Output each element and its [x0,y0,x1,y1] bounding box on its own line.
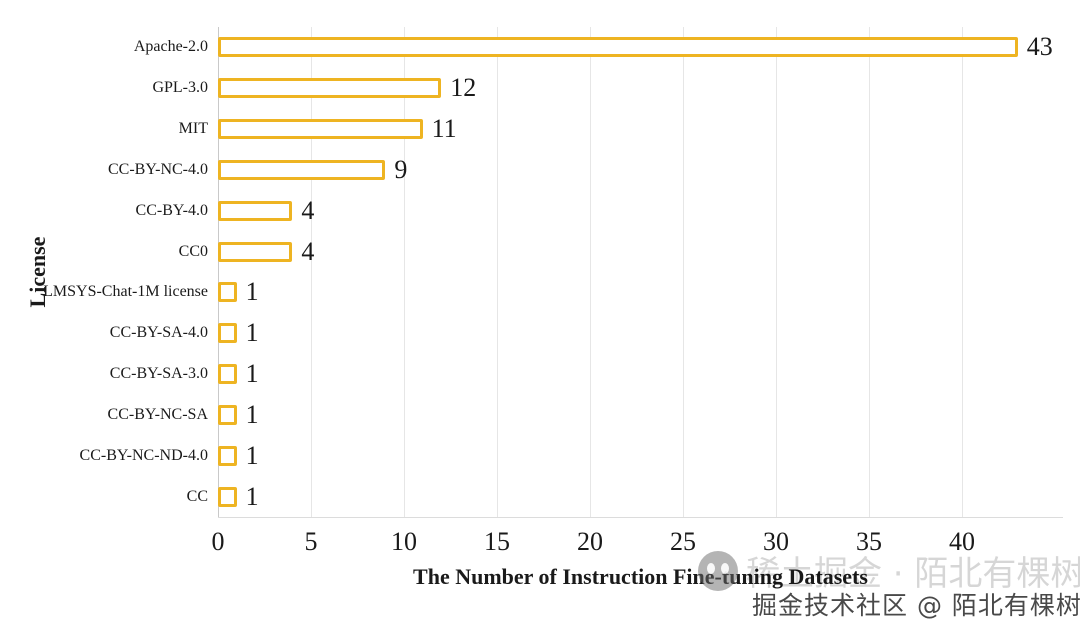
value-label: 43 [1026,32,1053,62]
gridline [311,27,312,517]
x-axis-ticks: 0 5 10 15 20 25 30 35 40 [212,527,1063,558]
bar [218,323,237,344]
category-label: CC0 [178,242,208,260]
bar-row: CC-BY-4.0 4 [136,190,1063,231]
x-tick-label: 25 [670,527,696,556]
category-label: Apache-2.0 [133,38,208,56]
bar-row: CC-BY-NC-SA 1 [108,394,1063,435]
bar-row: LMSYS-Chat-1M license 1 [43,272,1063,313]
bar [218,282,237,303]
bar-row: CC-BY-SA-4.0 1 [110,313,1063,354]
x-tick-label: 5 [304,527,318,556]
bar-row: Apache-2.0 43 [134,27,1063,68]
value-label: 1 [245,318,259,348]
bar-rows: Apache-2.0 43 GPL-3.0 12 MIT 11 CC-BY-NC-4.0 9 C… [43,27,1063,517]
category-label: CC-BY-NC-4.0 [107,160,208,178]
value-label: 4 [301,195,315,225]
value-label: 1 [245,277,259,307]
category-label: CC [186,487,208,505]
x-tick-label: 20 [577,527,603,556]
y-axis-line [218,27,219,517]
value-label: 1 [245,481,259,511]
bar-row: CC0 4 [179,231,1063,272]
bar [218,78,442,99]
gridline [776,27,777,517]
watermark-overlay-text: 掘金技术社区 @ 陌北有棵树 [752,591,1080,620]
x-axis-title: The Number of Instruction Fine-tuning Da… [413,564,868,589]
value-label: 1 [245,359,259,389]
bar-row: CC-BY-NC-4.0 9 [108,149,1063,190]
gridline [404,27,405,517]
x-tick-label: 35 [856,527,882,556]
x-tick-label: 15 [484,527,510,556]
gridline [869,27,870,517]
bar-row: GPL-3.0 12 [152,68,1063,109]
x-tick-label: 40 [949,527,975,556]
value-label: 1 [245,440,259,470]
watermark-background: 稀土掘金 · 陌北有棵树 [698,546,1080,595]
value-label: 9 [394,154,408,184]
bar [218,404,237,425]
x-tick-label: 0 [211,527,225,556]
watermark-logo-icon [698,550,738,591]
value-label: 12 [450,73,477,103]
gridline [590,27,591,517]
bar [218,445,237,466]
watermark-background-text: 稀土掘金 · 陌北有棵树 [746,554,1080,594]
category-label: LMSYS-Chat-1M license [43,283,208,301]
bar-row: CC-BY-SA-3.0 1 [110,354,1063,395]
gridline [497,27,498,517]
bar [218,486,237,507]
bar-row: CC 1 [187,476,1063,517]
category-label: GPL-3.0 [152,79,208,97]
gridlines [218,27,1063,517]
value-label: 4 [301,236,315,266]
bar [218,37,1018,58]
gridline [683,27,684,517]
category-label: MIT [178,120,208,138]
category-label: CC-BY-NC-SA [107,405,208,423]
bar-row: CC-BY-NC-ND-4.0 1 [80,435,1063,476]
x-tick-label: 30 [763,527,789,556]
category-label: CC-BY-SA-4.0 [109,324,208,342]
bar [218,119,423,140]
value-label: 1 [245,399,259,429]
bar [218,200,293,221]
value-label: 11 [431,114,457,144]
bar [218,241,293,262]
bar [218,159,386,180]
plot-area: Apache-2.0 43 GPL-3.0 12 MIT 11 CC-BY-NC-4.0 9 C… [43,27,1063,518]
bar [218,364,237,385]
gridline [962,27,963,517]
x-tick-label: 10 [391,527,417,556]
category-label: CC-BY-4.0 [135,201,208,219]
category-label: CC-BY-NC-ND-4.0 [79,446,208,464]
category-label: CC-BY-SA-3.0 [109,365,208,383]
bar-row: MIT 11 [179,109,1063,150]
